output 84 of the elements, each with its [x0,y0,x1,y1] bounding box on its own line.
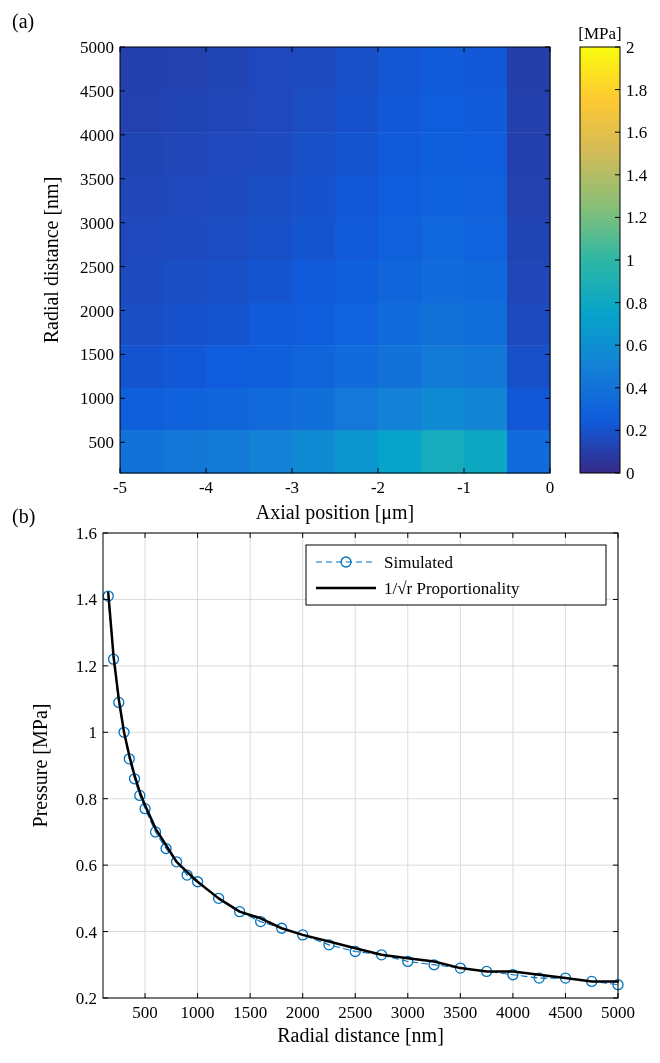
x-tick-label: 500 [132,1003,158,1022]
x-tick-label: 2000 [285,1003,320,1022]
point [559,972,572,984]
point [276,922,288,934]
point [102,590,114,602]
x-tick-label: -2 [370,478,386,497]
x-axis-title: Axial position [μm] [255,501,415,524]
legend-label: Simulated [384,553,454,572]
point [107,653,120,665]
y-tick-label: 2500 [80,257,114,277]
y-tick-label: 0.6 [75,856,97,876]
y-tick-label: 1.2 [75,656,97,676]
point [123,753,135,765]
color-bar-label: 0.2 [626,421,648,441]
point [149,826,162,838]
chart-title: (a) [12,10,35,33]
y-tick-label: 1000 [80,389,114,409]
point [480,965,493,978]
x-tick-label: 1500 [233,1003,268,1022]
y-tick-label: 0.8 [75,789,97,809]
point [212,892,225,905]
point [255,915,267,928]
y-tick-label: 0.2 [75,989,97,1008]
y-tick-label: 4000 [80,125,114,145]
x-tick-label: 2500 [338,1003,373,1022]
y-axis-title: Pressure [MPa] [29,703,51,828]
point [134,789,146,802]
point [113,696,125,709]
x-axis-title: Radial distance [nm] [277,1024,444,1046]
y-tick-label: 1.4 [75,590,98,610]
legend-label: 1/√r Proportionality [384,579,520,598]
y-tick-label: 500 [88,433,114,453]
x-tick-label: -4 [198,478,214,497]
point [375,949,388,961]
x-tick-label: 0 [545,478,555,497]
color-bar-label: 0.4 [626,378,648,398]
point [586,975,598,988]
point [533,972,545,984]
point [323,939,335,951]
point [612,979,624,991]
point [170,856,183,868]
point [349,945,361,958]
y-tick-label: 3000 [80,213,114,233]
point [428,959,440,971]
color-bar-label: 0.8 [626,293,648,313]
color-bar-label: 1.4 [626,165,648,185]
color-bar-title: [MPa] [578,24,622,43]
color-bar-label: 1.6 [626,123,648,143]
color-bar-label: 1 [626,251,635,270]
y-tick-label: 5000 [80,38,114,57]
point [191,876,204,888]
color-bar-label: 1.2 [626,208,648,228]
color-bar-label: 0.6 [626,336,648,356]
x-tick-label: 4500 [548,1003,583,1022]
color-bar-label: 1.8 [626,80,648,100]
y-tick-label: 1500 [80,345,114,365]
point [297,929,309,941]
point [160,842,172,855]
y-axis-title: Radial distance [nm] [40,176,62,344]
x-tick-label: 3500 [443,1003,478,1022]
y-tick-label: 4500 [80,81,114,101]
point [118,726,130,738]
x-tick-label: 4000 [495,1003,530,1022]
x-tick-label: 1000 [180,1003,215,1022]
y-tick-label: 0.4 [75,922,98,942]
x-tick-label: 3000 [390,1003,425,1022]
point [139,803,151,815]
y-tick-label: 3500 [80,169,114,189]
point [128,773,141,785]
x-tick-label: -3 [284,478,300,497]
x-tick-label: -5 [112,478,128,497]
point [402,955,414,968]
point [181,869,193,881]
color-bar-label: 0 [626,464,635,483]
y-tick-label: 2000 [80,301,114,321]
point [507,969,519,981]
color-bar-label: 2 [626,38,635,57]
y-tick-label: 1.6 [75,524,97,543]
x-tick-label: 5000 [601,1003,635,1022]
point [454,962,466,974]
x-tick-label: -1 [456,478,472,497]
chart-title: (b) [12,505,36,528]
point [233,905,246,918]
y-tick-label: 1 [88,723,97,743]
